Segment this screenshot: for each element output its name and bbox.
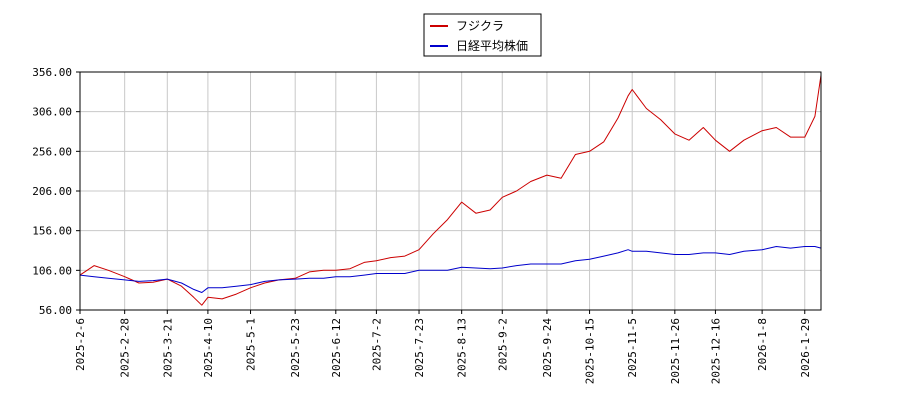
y-tick-label: 106.00 — [32, 264, 72, 277]
x-tick-label: 2025-12-16 — [709, 318, 722, 384]
x-tick-label: 2025-5-1 — [245, 318, 258, 371]
y-tick-label: 156.00 — [32, 225, 72, 238]
x-tick-label: 2025-5-23 — [289, 318, 302, 378]
series-layer — [79, 75, 822, 306]
x-tick-label: 2025-10-15 — [584, 318, 597, 384]
y-tick-label: 256.00 — [32, 145, 72, 158]
legend-label-1: 日経平均株価 — [456, 38, 528, 53]
x-tick-label: 2025-7-2 — [370, 318, 383, 371]
legend-box — [423, 13, 542, 57]
y-tick-label: 56.00 — [39, 304, 72, 317]
x-tick-label: 2025-11-5 — [626, 318, 639, 378]
series-line-1 — [79, 246, 822, 293]
x-tick-label: 2025-2-28 — [119, 318, 132, 378]
x-tick-label: 2026-1-29 — [799, 318, 812, 378]
x-tick-label: 2025-9-24 — [541, 318, 554, 378]
x-tick-label: 2025-3-21 — [161, 318, 174, 378]
x-tick-label: 2025-2-6 — [74, 318, 87, 371]
series-line-0 — [79, 75, 822, 306]
grid-layer — [79, 71, 821, 311]
x-tick-label: 2026-1-8 — [756, 318, 769, 371]
x-tick-label: 2025-11-26 — [669, 318, 682, 384]
y-tick-label: 306.00 — [32, 106, 72, 119]
legend-label-0: フジクラ — [456, 19, 504, 33]
x-tick-label: 2025-6-12 — [330, 318, 343, 378]
y-tick-label: 356.00 — [32, 66, 72, 79]
axis-layer: 356.00 306.00 256.00 206.00 156.00 106.00 56.0… — [32, 66, 812, 384]
y-tick-label: 206.00 — [32, 185, 72, 198]
x-tick-label: 2025-9-2 — [496, 318, 509, 371]
x-tick-label: 2025-4-10 — [202, 318, 215, 378]
x-tick-label: 2025-7-23 — [413, 318, 426, 378]
x-tick-label: 2025-8-13 — [456, 318, 469, 378]
